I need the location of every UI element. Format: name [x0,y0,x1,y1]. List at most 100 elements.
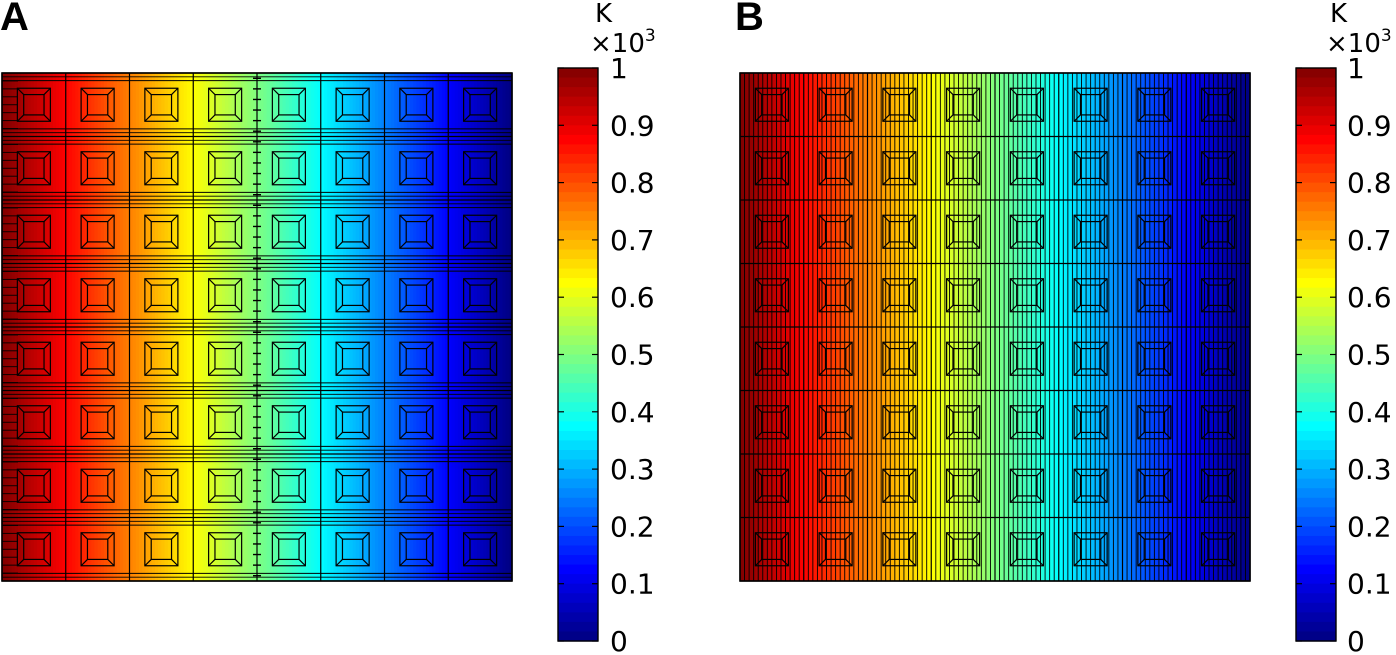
cell-feature [335,87,370,122]
colorbar-a: 1 0.9 0.8 0.7 0.6 0.5 0.4 0.3 0.2 0.1 0 [557,52,655,655]
colorbar-tick-label: 0.2 [610,510,655,543]
colorbar-tick-label: 0.8 [610,167,655,200]
cell-feature [818,87,853,122]
cell-feature [1137,151,1172,186]
colorbar-tick: 0.1 [558,568,655,601]
cell-feature [818,468,853,503]
cell-feature [1201,214,1236,249]
cell-feature [80,405,115,440]
cell-feature [463,87,498,122]
panel-a: A 1 0.9 0.8 0.7 0.6 0.5 0.4 0.3 0.2 0.1 0 K ×103 [0,0,656,655]
cell-feature [818,214,853,249]
cell-feature [946,405,981,440]
cell-feature [1009,405,1044,440]
cell-feature [144,278,179,313]
colorbar-tick: 0.9 [1296,109,1392,142]
cell-feature [1137,214,1172,249]
cell-feature [399,214,434,249]
cell-feature [80,278,115,313]
cell-feature [16,87,51,122]
cell-feature [144,341,179,376]
cell-feature [1201,468,1236,503]
cell-feature [208,151,243,186]
colorbar-tick-label: 0.1 [1347,568,1392,601]
colorbar-tick-label: 0.9 [610,109,655,142]
cell-feature [1137,532,1172,567]
cell-feature [144,214,179,249]
field-plot-a [1,72,513,582]
cell-feature [463,151,498,186]
cell-feature [16,405,51,440]
cell-feature [882,278,917,313]
cell-feature [335,405,370,440]
cell-feature [1073,468,1108,503]
cell-feature [1073,341,1108,376]
cell-feature [754,468,789,503]
cell-feature [80,468,115,503]
cell-feature [1137,405,1172,440]
colorbar-tick-label: 0 [1347,625,1365,655]
cell-feature [208,341,243,376]
cell-feature [335,151,370,186]
cell-feature [16,214,51,249]
colorbar-tick-label: 0.6 [1347,281,1392,314]
colorbar-tick-label: 0 [610,625,628,655]
colorbar-tick-label: 0.7 [610,224,655,257]
cell-feature [882,468,917,503]
colorbar-tick-label: 0.3 [610,453,655,486]
cell-feature [80,214,115,249]
cell-feature [16,341,51,376]
cell-feature [144,468,179,503]
colorbar-tick: 0.6 [1296,281,1392,314]
cell-feature [818,341,853,376]
cell-feature [946,532,981,567]
colorbar-tick: 0.7 [1296,224,1392,257]
cell-feature [818,532,853,567]
colorbar-tick-label: 0.2 [1347,510,1392,543]
unit-label-b: K [1330,0,1348,29]
cell-feature [1073,214,1108,249]
cell-feature [882,214,917,249]
cell-feature [271,151,306,186]
cell-feature [463,278,498,313]
cell-feature [818,405,853,440]
colorbar-gradient [1296,68,1336,642]
cell-feature [399,468,434,503]
cell-feature [463,532,498,567]
colorbar-tick-label: 1 [610,52,628,85]
cell-feature [16,278,51,313]
cell-feature [208,87,243,122]
cell-feature [80,87,115,122]
cell-feature [208,405,243,440]
cell-feature [1073,87,1108,122]
colorbar-tick: 0.4 [1296,396,1392,429]
colorbar-tick-label: 0.4 [610,396,655,429]
cell-feature [463,214,498,249]
colorbar-tick: 0.7 [558,224,655,257]
colorbar-tick: 0.3 [1296,453,1392,486]
cell-feature [399,532,434,567]
cell-feature [399,405,434,440]
cell-feature [1009,151,1044,186]
cell-feature [882,151,917,186]
cell-feature [144,87,179,122]
cell-feature [1009,532,1044,567]
cell-feature [1009,468,1044,503]
colorbar-tick-label: 0.9 [1347,109,1392,142]
cell-feature [208,214,243,249]
colorbar-tick: 0.4 [558,396,655,429]
cell-feature [1201,532,1236,567]
cell-feature [818,151,853,186]
colorbar-b: 1 0.9 0.8 0.7 0.6 0.5 0.4 0.3 0.2 0.1 0 [1295,52,1392,655]
colorbar-tick: 0.9 [558,109,655,142]
cell-feature [754,341,789,376]
cell-feature [946,341,981,376]
cell-feature [754,278,789,313]
cell-feature [335,532,370,567]
cell-feature [754,87,789,122]
cell-feature [208,532,243,567]
colorbar-tick: 0.2 [558,510,655,543]
cell-feature [399,151,434,186]
cell-feature [1009,87,1044,122]
